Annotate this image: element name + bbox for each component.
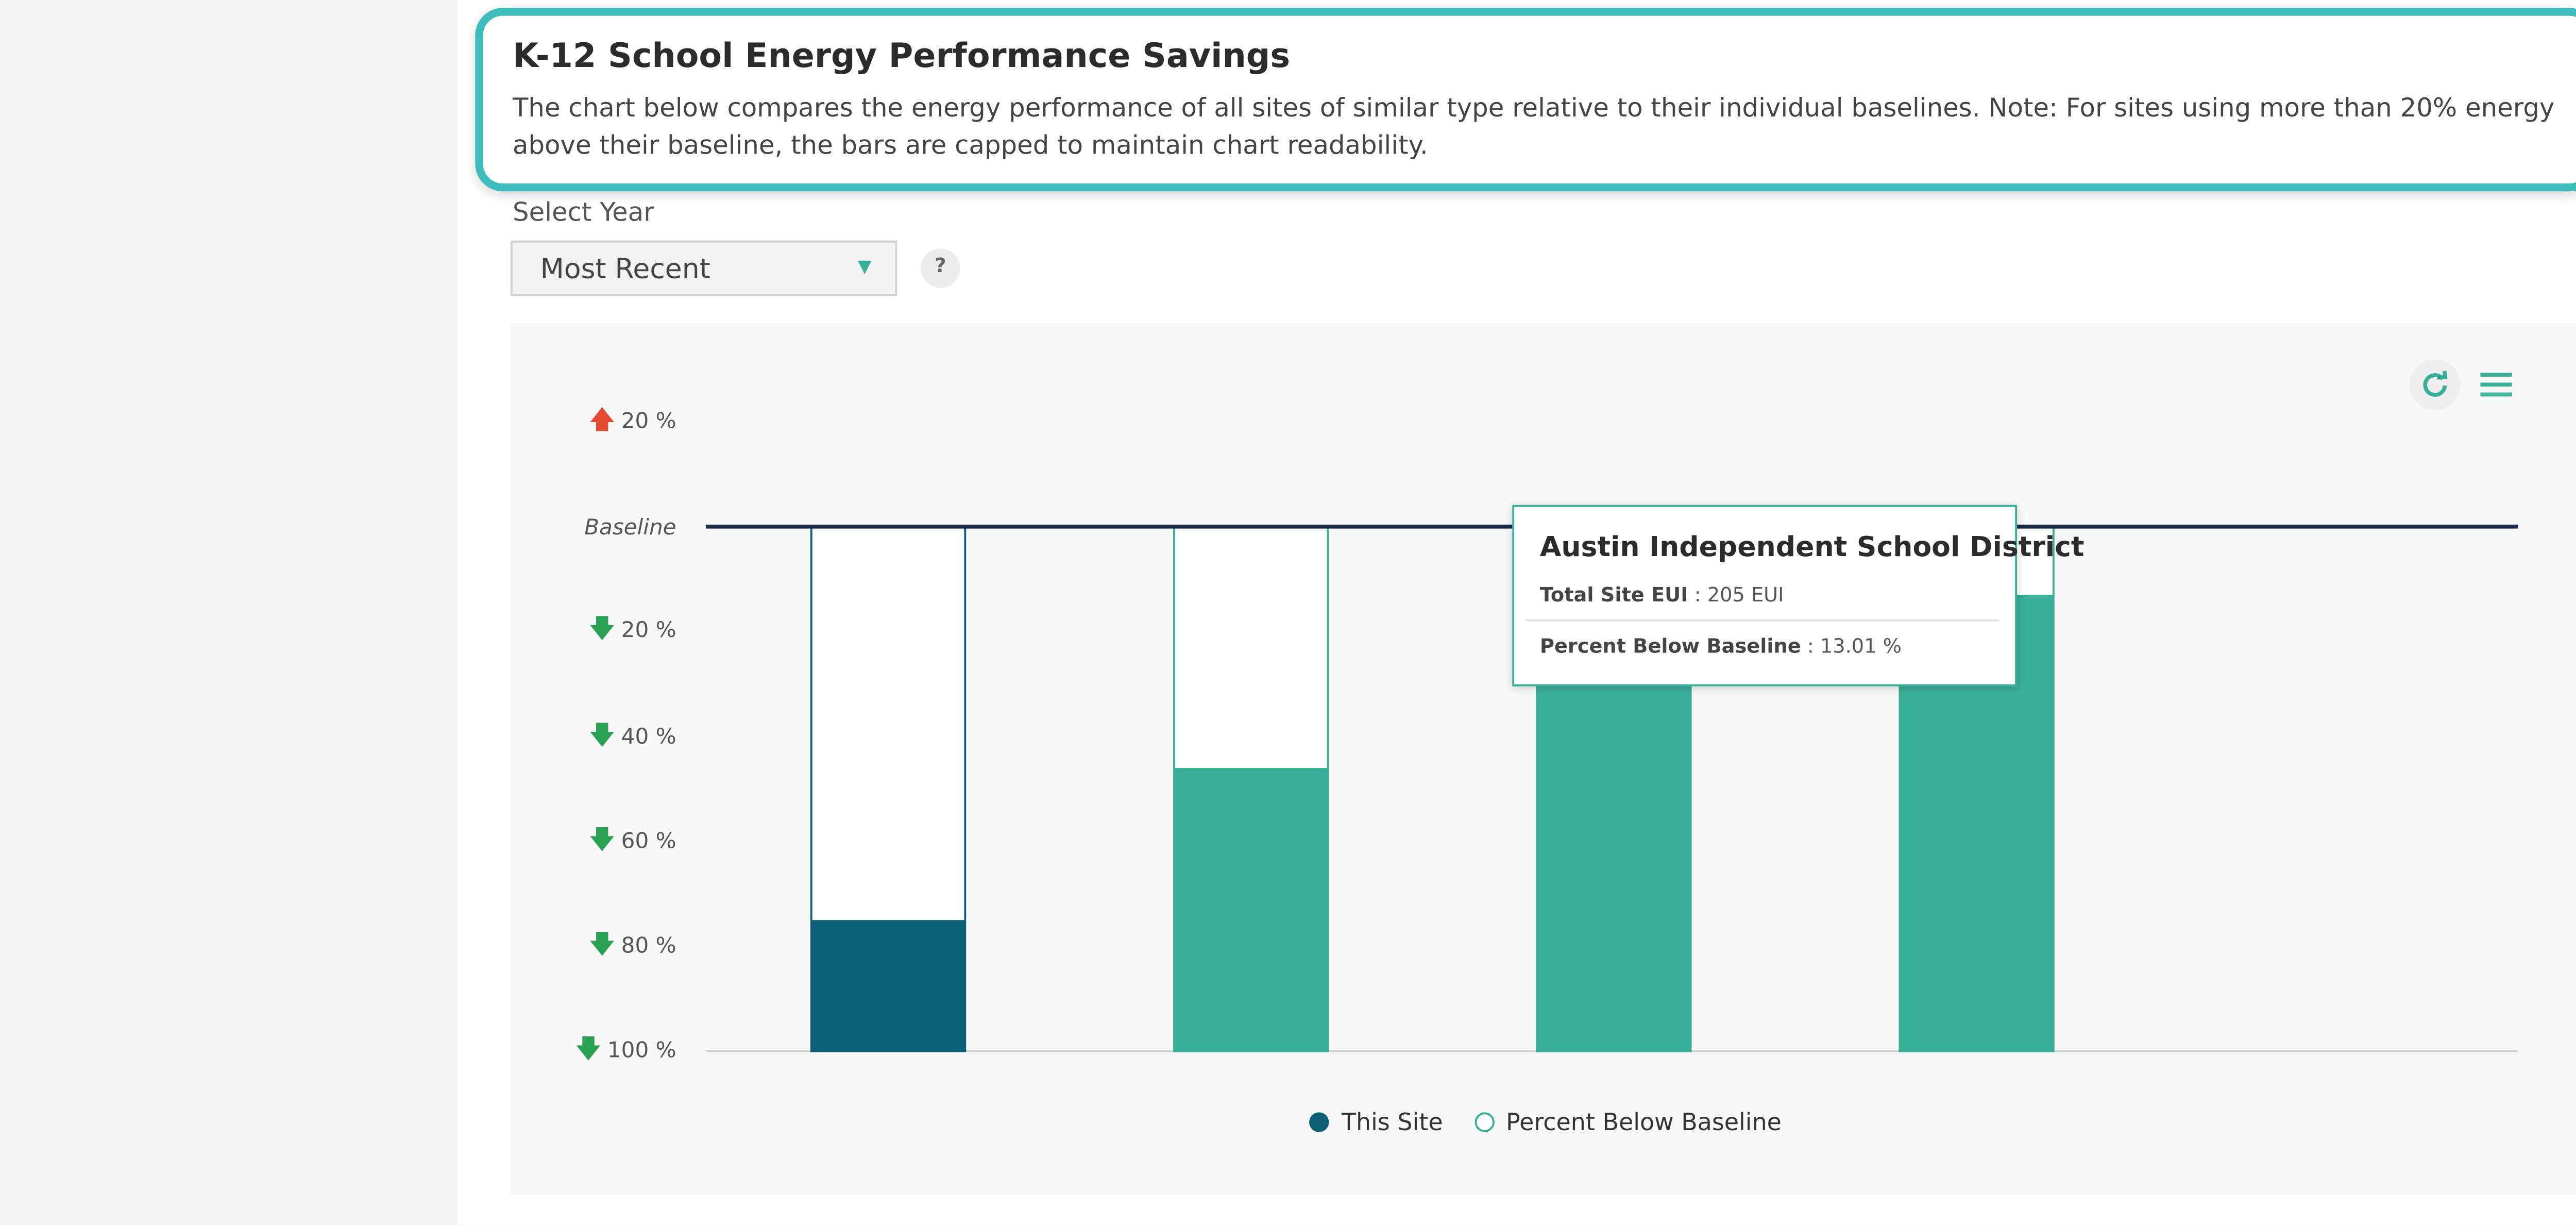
highlighted-intro-card [475,8,2576,192]
year-select-label: Select Year [513,199,654,229]
legend-this-site-label: This Site [1341,1108,1443,1136]
chevron-down-icon: ▼ [858,258,872,278]
arrow-down-icon: 🡇 [589,930,616,960]
arrow-down-icon: 🡇 [575,1034,602,1064]
chart-tooltip: Austin Independent School District Total… [1512,505,2084,686]
year-select[interactable]: Most Recent ▼ [511,240,897,296]
tooltip-percent-label: Percent Below Baseline [1539,637,1801,659]
bar-fill-2[interactable] [1174,768,1328,1051]
page-title: K-12 School Energy Performance Savings [513,37,1291,77]
tooltip-title: Austin Independent School District [1539,532,2084,564]
page-description: The chart below compares the energy perf… [513,94,2555,162]
y-axis-label: 🡅 20 % [550,406,676,434]
legend-this-site-marker [1310,1112,1330,1132]
refresh-icon [2423,371,2448,397]
y-axis-label: 🡇 40 % [550,722,676,750]
chart-legend: This Site Percent Below Baseline [511,1109,2576,1136]
y-axis-label: 🡇 80 % [550,931,676,959]
arrow-down-icon: 🡇 [589,720,616,751]
legend-item-this-site[interactable]: This Site [1310,1109,1443,1136]
tooltip-divider [1526,619,1999,622]
dashboard-page: K-12 School Energy Performance Savings T… [457,0,2576,1225]
y-axis-label-text: 60 % [621,827,676,853]
bar-chart [706,524,2518,1052]
refresh-button[interactable] [2409,359,2461,411]
y-axis-label-text: 20 % [621,616,676,642]
y-axis-label-text: Baseline [584,513,676,540]
year-select-value: Most Recent [540,254,710,286]
y-axis-label: 🡇 60 % [550,827,676,854]
hamburger-menu-icon [2480,373,2512,397]
y-axis-label: Baseline [550,513,676,541]
tooltip-percent-value: : 13.01 % [1807,637,1902,659]
bar-fill-1[interactable] [811,920,965,1051]
y-axis-label-text: 20 % [621,407,676,433]
chart-panel: 🡅 20 % Baseline 🡇 20 % 🡇 40 % 🡇 60 % 🡇 80 % 🡇 100 % … [511,323,2576,1196]
y-axis-label: 🡇 20 % [550,615,676,643]
y-axis-label: 🡇 100 % [550,1035,676,1063]
tooltip-eui-row: Total Site EUI : 205 EUI [1540,586,1784,608]
chart-menu-button[interactable] [2470,359,2522,411]
y-axis-label-text: 80 % [621,932,676,958]
y-axis-label-text: 100 % [607,1036,676,1062]
tooltip-eui-label: Total Site EUI [1539,585,1688,608]
arrow-up-icon: 🡅 [589,405,616,435]
help-button[interactable]: ? [921,248,960,288]
tooltip-percent-row: Percent Below Baseline : 13.01 % [1540,637,1902,659]
arrow-down-icon: 🡇 [589,614,616,644]
legend-percent-below-marker [1474,1112,1495,1132]
y-axis-label-text: 40 % [621,723,676,749]
tooltip-eui-value: : 205 EUI [1694,585,1784,608]
legend-item-percent-below-baseline[interactable]: Percent Below Baseline [1474,1108,1782,1136]
legend-percent-below-label: Percent Below Baseline [1506,1108,1782,1136]
arrow-down-icon: 🡇 [589,825,616,855]
